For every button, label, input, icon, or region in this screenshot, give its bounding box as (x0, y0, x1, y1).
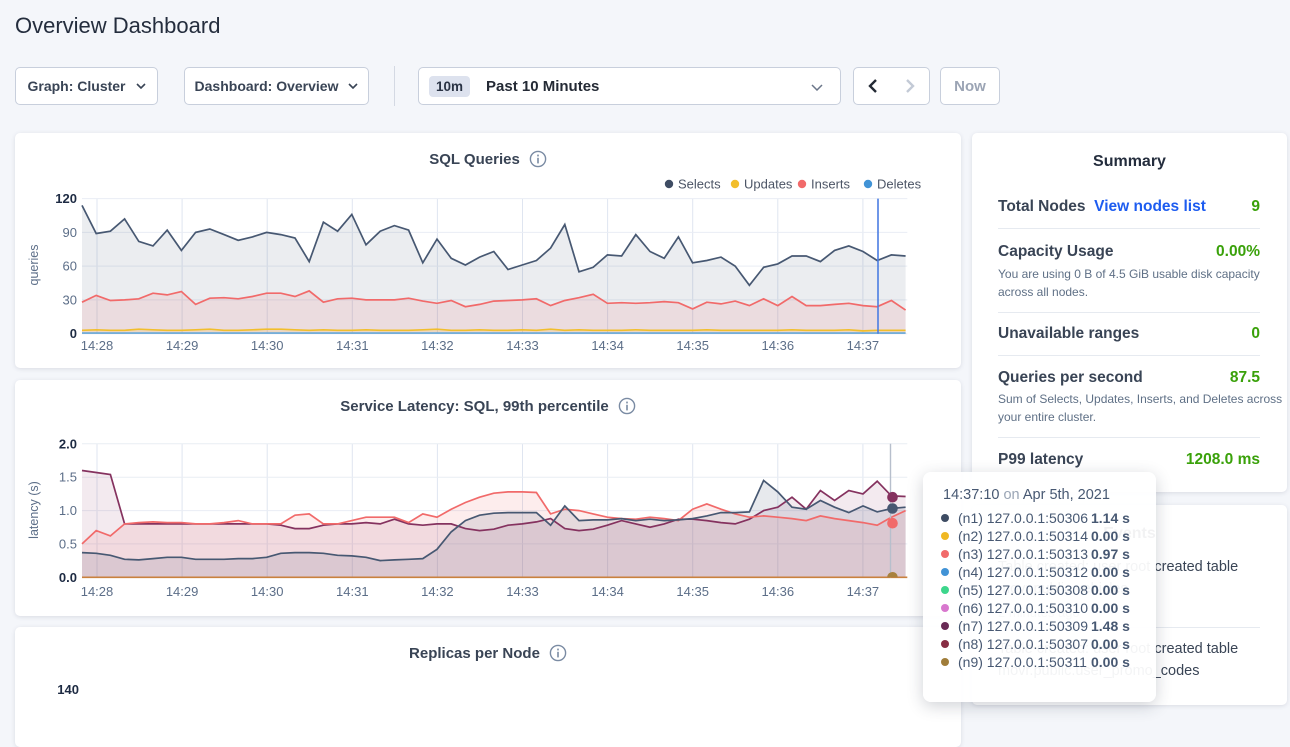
svg-text:120: 120 (55, 191, 77, 206)
svg-text:14:32: 14:32 (421, 584, 454, 599)
svg-text:14:29: 14:29 (166, 338, 199, 353)
svg-text:60: 60 (63, 259, 77, 274)
svg-text:14:34: 14:34 (591, 584, 624, 599)
svg-text:0.5: 0.5 (59, 536, 77, 551)
svg-text:14:37: 14:37 (847, 584, 880, 599)
svg-text:90: 90 (63, 225, 77, 240)
svg-text:Updates: Updates (744, 177, 793, 192)
svg-text:30: 30 (63, 292, 77, 307)
svg-text:14:36: 14:36 (762, 338, 795, 353)
svg-text:1.0: 1.0 (59, 503, 77, 518)
svg-text:Deletes: Deletes (877, 177, 922, 192)
svg-text:14:33: 14:33 (506, 338, 539, 353)
svg-text:14:35: 14:35 (676, 584, 709, 599)
svg-text:0.0: 0.0 (59, 570, 77, 585)
svg-text:14:30: 14:30 (251, 584, 284, 599)
svg-text:14:28: 14:28 (81, 338, 114, 353)
svg-text:2.0: 2.0 (59, 436, 77, 451)
svg-text:14:29: 14:29 (166, 584, 199, 599)
svg-text:14:37: 14:37 (847, 338, 880, 353)
svg-text:latency (s): latency (s) (27, 481, 41, 539)
svg-text:14:30: 14:30 (251, 338, 284, 353)
svg-text:queries: queries (27, 245, 41, 286)
svg-text:Inserts: Inserts (811, 177, 851, 192)
svg-text:14:33: 14:33 (506, 584, 539, 599)
svg-text:14:31: 14:31 (336, 584, 369, 599)
svg-text:14:35: 14:35 (676, 338, 709, 353)
svg-text:1.5: 1.5 (59, 470, 77, 485)
svg-text:14:31: 14:31 (336, 338, 369, 353)
svg-text:14:36: 14:36 (762, 584, 795, 599)
svg-text:14:32: 14:32 (421, 338, 454, 353)
svg-text:14:34: 14:34 (591, 338, 624, 353)
svg-text:14:28: 14:28 (81, 584, 114, 599)
svg-text:Selects: Selects (678, 177, 721, 192)
svg-text:0: 0 (70, 326, 77, 341)
